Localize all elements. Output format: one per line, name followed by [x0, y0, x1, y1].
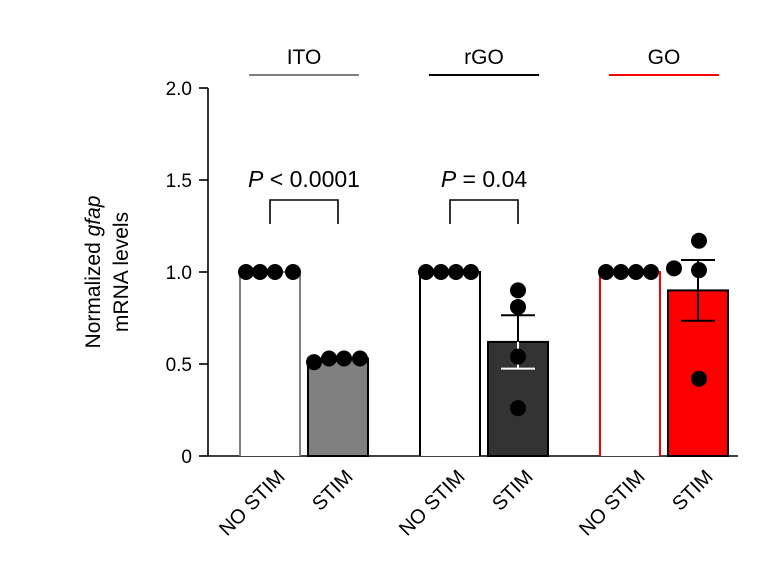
data-point [613, 264, 629, 280]
significance-bracket [449, 199, 519, 224]
data-point [691, 262, 707, 279]
y-tick-label: 2.0 [166, 79, 192, 100]
bar-go-no-stim [599, 271, 661, 456]
data-point [691, 370, 707, 387]
data-point [418, 264, 434, 280]
y-axis-label-line1: Normalized gfap [82, 196, 105, 349]
data-point [510, 282, 526, 299]
data-point [510, 298, 526, 315]
p-value-label: P < 0.0001 [248, 166, 360, 192]
data-point [643, 264, 659, 280]
p-value: = 0.04 [456, 166, 527, 192]
data-point [463, 264, 479, 280]
bar-rgo-no-stim [419, 271, 481, 456]
data-point [628, 264, 644, 280]
data-point [510, 348, 526, 365]
y-tick-label: 1.5 [166, 171, 192, 192]
data-point [448, 264, 464, 280]
data-point [691, 232, 707, 249]
category-label-stim: STIM [488, 466, 537, 515]
data-point [285, 264, 301, 280]
y-tick-label: 0 [181, 447, 192, 468]
data-point [336, 350, 352, 367]
bar-ito-stim [307, 357, 369, 458]
p-value-label: P = 0.04 [441, 166, 528, 192]
group-label-rgo: rGO [464, 46, 504, 69]
significance-bracket [269, 199, 339, 224]
data-point [252, 264, 268, 280]
data-point [433, 264, 449, 280]
data-point [321, 350, 337, 367]
y-axis-label: Normalized gfap mRNA levels [82, 196, 133, 349]
data-point [238, 264, 254, 280]
category-label-no-stim: NO STIM [575, 466, 649, 540]
p-symbol: P [441, 166, 457, 192]
category-label-no-stim: NO STIM [395, 466, 469, 540]
group-label-go: GO [648, 46, 681, 69]
data-points [238, 232, 707, 417]
bar-ito-no-stim [239, 271, 301, 456]
data-point [306, 354, 322, 371]
category-label-stim: STIM [308, 466, 357, 515]
data-point [666, 260, 682, 277]
data-point [267, 264, 283, 280]
data-point [598, 264, 614, 280]
y-tick-label: 1.0 [166, 263, 192, 284]
data-point [352, 350, 368, 367]
category-label-stim: STIM [668, 466, 717, 515]
group-label-ito: ITO [287, 46, 322, 69]
data-point [510, 400, 526, 417]
y-tick-label: 0.5 [166, 355, 192, 376]
p-symbol: P [248, 166, 264, 192]
p-value: < 0.0001 [263, 166, 360, 192]
category-label-no-stim: NO STIM [215, 466, 289, 540]
bars [239, 259, 729, 458]
y-axis-label-line2: mRNA levels [110, 212, 133, 332]
